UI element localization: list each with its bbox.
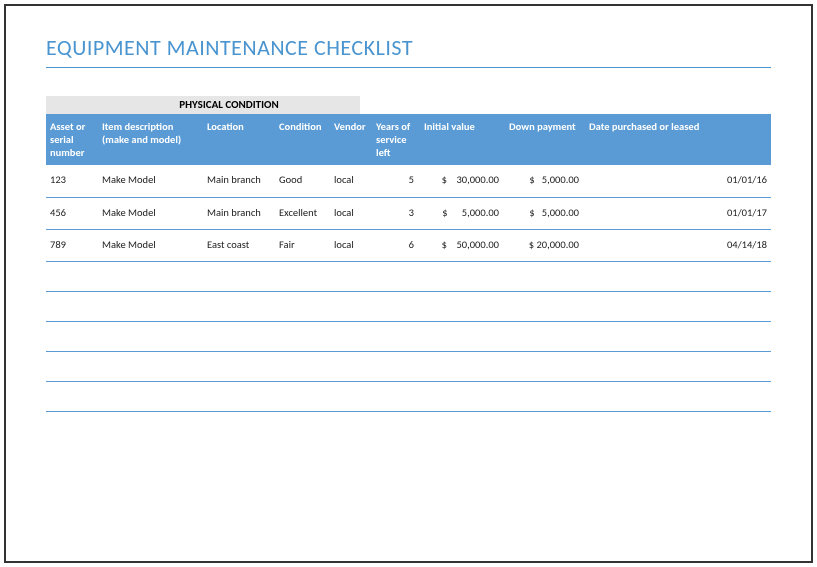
cell-years: 5 (372, 165, 420, 197)
cell-description: Make Model (98, 229, 203, 261)
col-header-vendor: Vendor (330, 114, 372, 165)
col-header-initial-value: Initial value (420, 114, 505, 165)
table-row: 789Make ModelEast coastFairlocal6$ 50,00… (46, 229, 771, 261)
col-header-date: Date purchased or leased (585, 114, 771, 165)
col-header-down-payment: Down payment (505, 114, 585, 165)
title-underline (46, 67, 771, 68)
section-header-row: PHYSICAL CONDITION (46, 96, 771, 114)
cell-date: 01/01/16 (585, 165, 771, 197)
table-row: 123Make ModelMain branchGoodlocal5$ 30,0… (46, 165, 771, 197)
cell-condition: Excellent (275, 197, 330, 229)
cell-down-payment: $ 5,000.00 (505, 165, 585, 197)
equipment-table: Asset or serial number Item description … (46, 114, 771, 412)
cell-asset: 789 (46, 229, 98, 261)
cell-location: Main branch (203, 197, 275, 229)
col-header-location: Location (203, 114, 275, 165)
cell-initial-value: $ 5,000.00 (420, 197, 505, 229)
cell-condition: Good (275, 165, 330, 197)
cell-description: Make Model (98, 165, 203, 197)
col-header-condition: Condition (275, 114, 330, 165)
cell-initial-value: $ 50,000.00 (420, 229, 505, 261)
cell-vendor: local (330, 165, 372, 197)
cell-vendor: local (330, 229, 372, 261)
cell-asset: 123 (46, 165, 98, 197)
cell-condition: Fair (275, 229, 330, 261)
cell-years: 6 (372, 229, 420, 261)
table-row-empty (46, 351, 771, 381)
table-row-empty (46, 381, 771, 411)
cell-date: 04/14/18 (585, 229, 771, 261)
cell-asset: 456 (46, 197, 98, 229)
section-header: PHYSICAL CONDITION (98, 96, 360, 114)
cell-location: Main branch (203, 165, 275, 197)
table-row-empty (46, 261, 771, 291)
cell-description: Make Model (98, 197, 203, 229)
col-header-years: Years of service left (372, 114, 420, 165)
cell-location: East coast (203, 229, 275, 261)
cell-years: 3 (372, 197, 420, 229)
cell-initial-value: $ 30,000.00 (420, 165, 505, 197)
col-header-asset: Asset or serial number (46, 114, 98, 165)
cell-down-payment: $ 20,000.00 (505, 229, 585, 261)
page-frame: EQUIPMENT MAINTENANCE CHECKLIST PHYSICAL… (4, 4, 813, 563)
cell-down-payment: $ 5,000.00 (505, 197, 585, 229)
col-header-description: Item description (make and model) (98, 114, 203, 165)
section-header-spacer (46, 96, 98, 114)
table-row-empty (46, 321, 771, 351)
table-row: 456Make ModelMain branchExcellentlocal3$… (46, 197, 771, 229)
cell-date: 01/01/17 (585, 197, 771, 229)
table-row-empty (46, 291, 771, 321)
table-header-row: Asset or serial number Item description … (46, 114, 771, 165)
cell-vendor: local (330, 197, 372, 229)
page-title: EQUIPMENT MAINTENANCE CHECKLIST (46, 34, 771, 61)
